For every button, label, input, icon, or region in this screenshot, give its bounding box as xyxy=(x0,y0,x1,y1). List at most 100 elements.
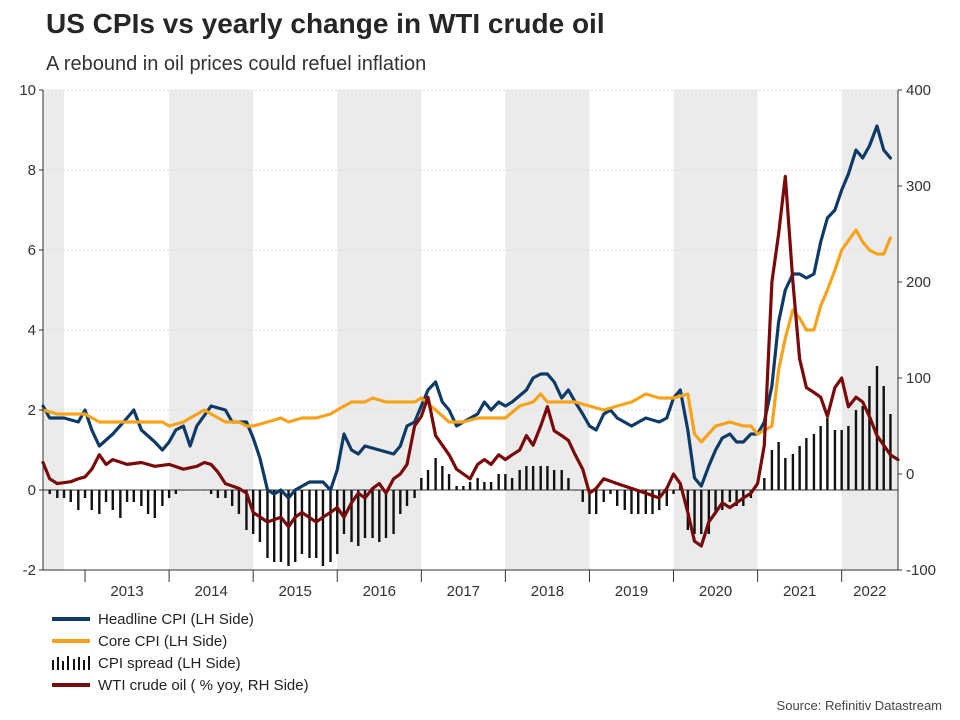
spread-bar xyxy=(468,482,472,490)
spread-bar xyxy=(161,490,164,506)
spread-bar xyxy=(83,490,87,498)
spread-bar xyxy=(567,478,570,490)
spread-bar xyxy=(707,490,711,534)
spread-bar xyxy=(279,490,283,562)
spread-bar xyxy=(875,366,879,490)
legend: Headline CPI (LH Side) Core CPI (LH Side… xyxy=(52,608,309,696)
spread-bar xyxy=(230,490,234,506)
right-tick-label: 400 xyxy=(906,82,931,99)
spread-bar xyxy=(294,490,297,562)
spread-bar xyxy=(791,454,795,490)
spread-bar xyxy=(658,490,661,510)
spread-bar xyxy=(805,438,808,490)
spread-bar xyxy=(146,490,150,514)
spread-bar xyxy=(798,446,801,490)
spread-bar xyxy=(384,490,388,538)
source-note: Source: Refinitiv Datastream xyxy=(776,698,942,713)
spread-bar xyxy=(573,490,577,491)
series-lines xyxy=(41,124,900,548)
spread-bar xyxy=(812,434,816,490)
wti-crude-line xyxy=(41,174,900,548)
year-label: 2022 xyxy=(853,583,886,600)
chart-subtitle: A rebound in oil prices could refuel inf… xyxy=(46,53,427,75)
spread-bar xyxy=(98,490,101,514)
spread-bar xyxy=(405,490,409,506)
spread-bar xyxy=(188,490,192,491)
spread-bar xyxy=(616,490,619,506)
spread-bar xyxy=(224,490,227,498)
spread-bar xyxy=(132,490,135,502)
spread-bar xyxy=(209,490,213,494)
year-label: 2020 xyxy=(699,583,732,600)
spread-bar xyxy=(651,490,654,514)
spread-bar xyxy=(363,490,367,538)
spread-bar xyxy=(756,490,759,491)
spread-bar xyxy=(840,430,843,490)
year-label: 2018 xyxy=(531,583,564,600)
spread-bar xyxy=(763,478,766,490)
spread-bar xyxy=(777,442,780,490)
cpi-spread-bars xyxy=(41,366,892,566)
legend-item-spread: CPI spread (LH Side) xyxy=(52,652,309,674)
legend-swatch-core xyxy=(52,639,90,643)
spread-bar xyxy=(826,418,829,490)
spread-bar xyxy=(426,470,430,490)
spread-bar xyxy=(644,490,647,514)
spread-bar xyxy=(560,470,563,490)
spread-bar xyxy=(700,490,703,534)
spread-bar xyxy=(119,490,122,518)
legend-item-wti: WTI crude oil ( % yoy, RH Side) xyxy=(52,674,309,696)
right-tick-label: 300 xyxy=(906,178,931,195)
spread-bar xyxy=(539,466,542,490)
spread-bar xyxy=(321,490,325,566)
spread-bar xyxy=(203,490,206,491)
year-label: 2021 xyxy=(783,583,816,600)
right-tick-label: -100 xyxy=(906,562,936,579)
spread-bar xyxy=(378,490,381,542)
chart-canvas: -2 0 2 4 6 8 10 -100 0 100 200 300 400 2013 2014 2015 20… xyxy=(19,82,936,600)
spread-bar xyxy=(497,474,500,490)
legend-label: Headline CPI (LH Side) xyxy=(98,610,254,628)
legend-swatch-spread xyxy=(52,656,90,670)
spread-bar xyxy=(420,478,423,490)
spread-bar xyxy=(552,470,556,490)
spread-bar xyxy=(672,490,675,494)
spread-bar xyxy=(665,490,669,506)
spread-bar xyxy=(245,490,248,530)
spread-bar xyxy=(308,490,311,558)
spread-bar xyxy=(182,490,185,491)
spread-bar xyxy=(56,490,59,498)
spread-bar xyxy=(392,490,395,534)
spread-bar xyxy=(90,490,93,510)
chart-title: US CPIs vs yearly change in WTI crude oi… xyxy=(46,8,605,39)
spread-bar xyxy=(216,490,220,498)
spread-bar xyxy=(104,490,108,502)
spread-bar xyxy=(272,490,276,562)
spread-bar xyxy=(714,490,717,514)
spread-bar xyxy=(336,490,339,554)
right-tick-label: 100 xyxy=(906,370,931,387)
spread-bar xyxy=(441,466,444,490)
year-label: 2015 xyxy=(279,583,312,600)
year-label: 2017 xyxy=(447,583,480,600)
spread-bar xyxy=(882,386,885,490)
spread-bar xyxy=(237,490,241,514)
left-tick-label: 10 xyxy=(19,82,36,99)
spread-bar xyxy=(623,490,626,510)
spread-bar xyxy=(174,490,178,494)
left-tick-label: -2 xyxy=(23,562,36,579)
left-tick-label: 4 xyxy=(28,322,36,339)
spread-bar xyxy=(854,410,858,490)
spread-bar xyxy=(371,490,374,538)
spread-bar xyxy=(637,490,640,514)
spread-bar xyxy=(462,486,465,490)
spread-bar xyxy=(69,490,72,502)
spread-bar xyxy=(350,490,353,542)
spread-bar xyxy=(153,490,157,518)
spread-bar xyxy=(483,482,486,490)
year-label: 2013 xyxy=(110,583,143,600)
headline-cpi-line xyxy=(41,124,892,500)
year-label: 2014 xyxy=(194,583,227,600)
spread-bar xyxy=(455,486,458,490)
spread-bar xyxy=(399,490,402,514)
